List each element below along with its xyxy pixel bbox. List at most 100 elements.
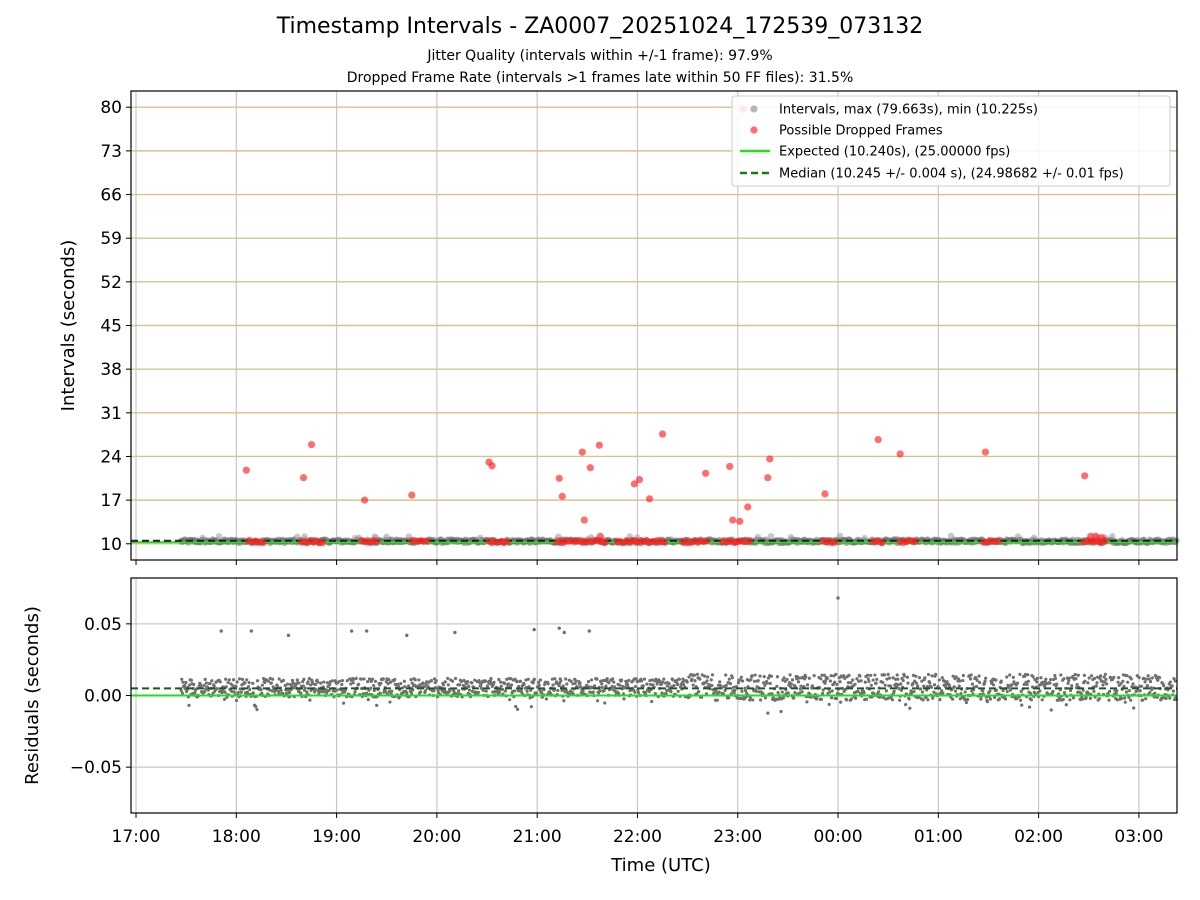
dropped-frame-point [503, 538, 511, 545]
residual-point [658, 679, 662, 684]
residual-point [491, 690, 495, 694]
residual-point [538, 678, 542, 682]
residual-point [672, 683, 676, 688]
residual-point [685, 680, 689, 684]
residual-point [1058, 696, 1062, 700]
dropped-frame-point [658, 430, 667, 438]
residual-point [388, 700, 392, 704]
residual-point [1076, 673, 1080, 677]
residual-point [954, 675, 958, 679]
residual-point [1062, 677, 1066, 681]
residual-point [754, 689, 758, 694]
residual-point [739, 675, 743, 679]
residual-point [662, 677, 666, 681]
dropped-frame-point [1087, 532, 1095, 540]
dropped-frame-point [995, 538, 1002, 546]
residual-point [700, 695, 704, 699]
residual-point [537, 683, 541, 687]
interval-point [1030, 534, 1038, 541]
residual-point [180, 691, 184, 695]
residual-point [459, 679, 464, 684]
residual-point [974, 676, 978, 680]
residual-point [618, 683, 622, 687]
residual-point [561, 684, 565, 688]
residual-point [800, 690, 804, 694]
dropped-frame-point [586, 464, 594, 472]
x-tick-label: 18:00 [212, 827, 261, 847]
residual-point [884, 689, 888, 693]
residual-point [529, 688, 533, 692]
y-tick-label: 31 [100, 404, 122, 424]
residual-point [373, 679, 378, 683]
residual-point [902, 674, 907, 678]
residual-point [1107, 698, 1111, 702]
residual-point [781, 696, 786, 700]
residual-point [351, 681, 355, 685]
residual-point [855, 677, 859, 681]
residual-point [905, 675, 910, 679]
residual-point [858, 674, 862, 678]
residual-point [210, 679, 214, 683]
residual-point [961, 673, 965, 678]
residual-point [279, 688, 283, 692]
residual-point [775, 675, 780, 679]
residual-point [512, 689, 517, 693]
residual-point [539, 690, 544, 694]
interval-point [215, 533, 223, 540]
residual-point [1025, 682, 1029, 687]
residual-point [337, 679, 341, 683]
residual-point [514, 704, 518, 709]
residual-point [313, 682, 317, 687]
residual-point [759, 698, 763, 702]
residual-point [825, 676, 829, 680]
residual-point [856, 689, 860, 694]
residual-point [1144, 697, 1148, 701]
dropped-frame-point [874, 436, 882, 444]
residual-point [1068, 698, 1072, 702]
residual-point [277, 677, 281, 681]
residual-point [281, 678, 286, 682]
residual-point [917, 676, 922, 680]
residual-point [717, 690, 721, 694]
residual-point [352, 677, 356, 681]
residual-point [595, 699, 600, 703]
residual-point [983, 679, 987, 683]
residual-point [589, 678, 594, 682]
residual-point [940, 676, 944, 680]
legend-intervals-marker [750, 105, 758, 113]
residual-outlier-point [349, 629, 354, 633]
residual-point [232, 690, 236, 694]
residual-point [1070, 684, 1074, 688]
residual-point [557, 684, 561, 688]
residual-point [345, 679, 349, 683]
residual-point [1129, 677, 1133, 681]
residual-point [231, 684, 235, 688]
residual-point [774, 697, 778, 701]
residual-point [926, 672, 931, 677]
residual-point [899, 688, 904, 692]
residual-point [484, 689, 488, 693]
residual-point [929, 685, 934, 689]
residual-point [1092, 676, 1097, 680]
residual-point [897, 687, 901, 691]
interval-point [1014, 533, 1022, 540]
x-tick-label: 01:00 [914, 827, 963, 847]
residual-point [768, 681, 772, 686]
residual-point [904, 703, 908, 707]
residual-point [951, 674, 955, 678]
residual-point [353, 689, 357, 694]
residual-point [953, 689, 958, 693]
residual-point [911, 673, 916, 678]
residual-point [467, 688, 471, 692]
residual-point [1139, 684, 1144, 688]
residual-point [562, 699, 566, 703]
residual-point [627, 678, 631, 682]
residual-point [963, 690, 967, 694]
residual-point [287, 690, 292, 695]
residual-point [332, 689, 337, 693]
x-tick-label: 00:00 [814, 827, 863, 847]
residual-point [650, 699, 654, 704]
legend-box [731, 95, 1171, 187]
dropped-frame-point [580, 516, 588, 524]
residual-point [1005, 675, 1009, 679]
